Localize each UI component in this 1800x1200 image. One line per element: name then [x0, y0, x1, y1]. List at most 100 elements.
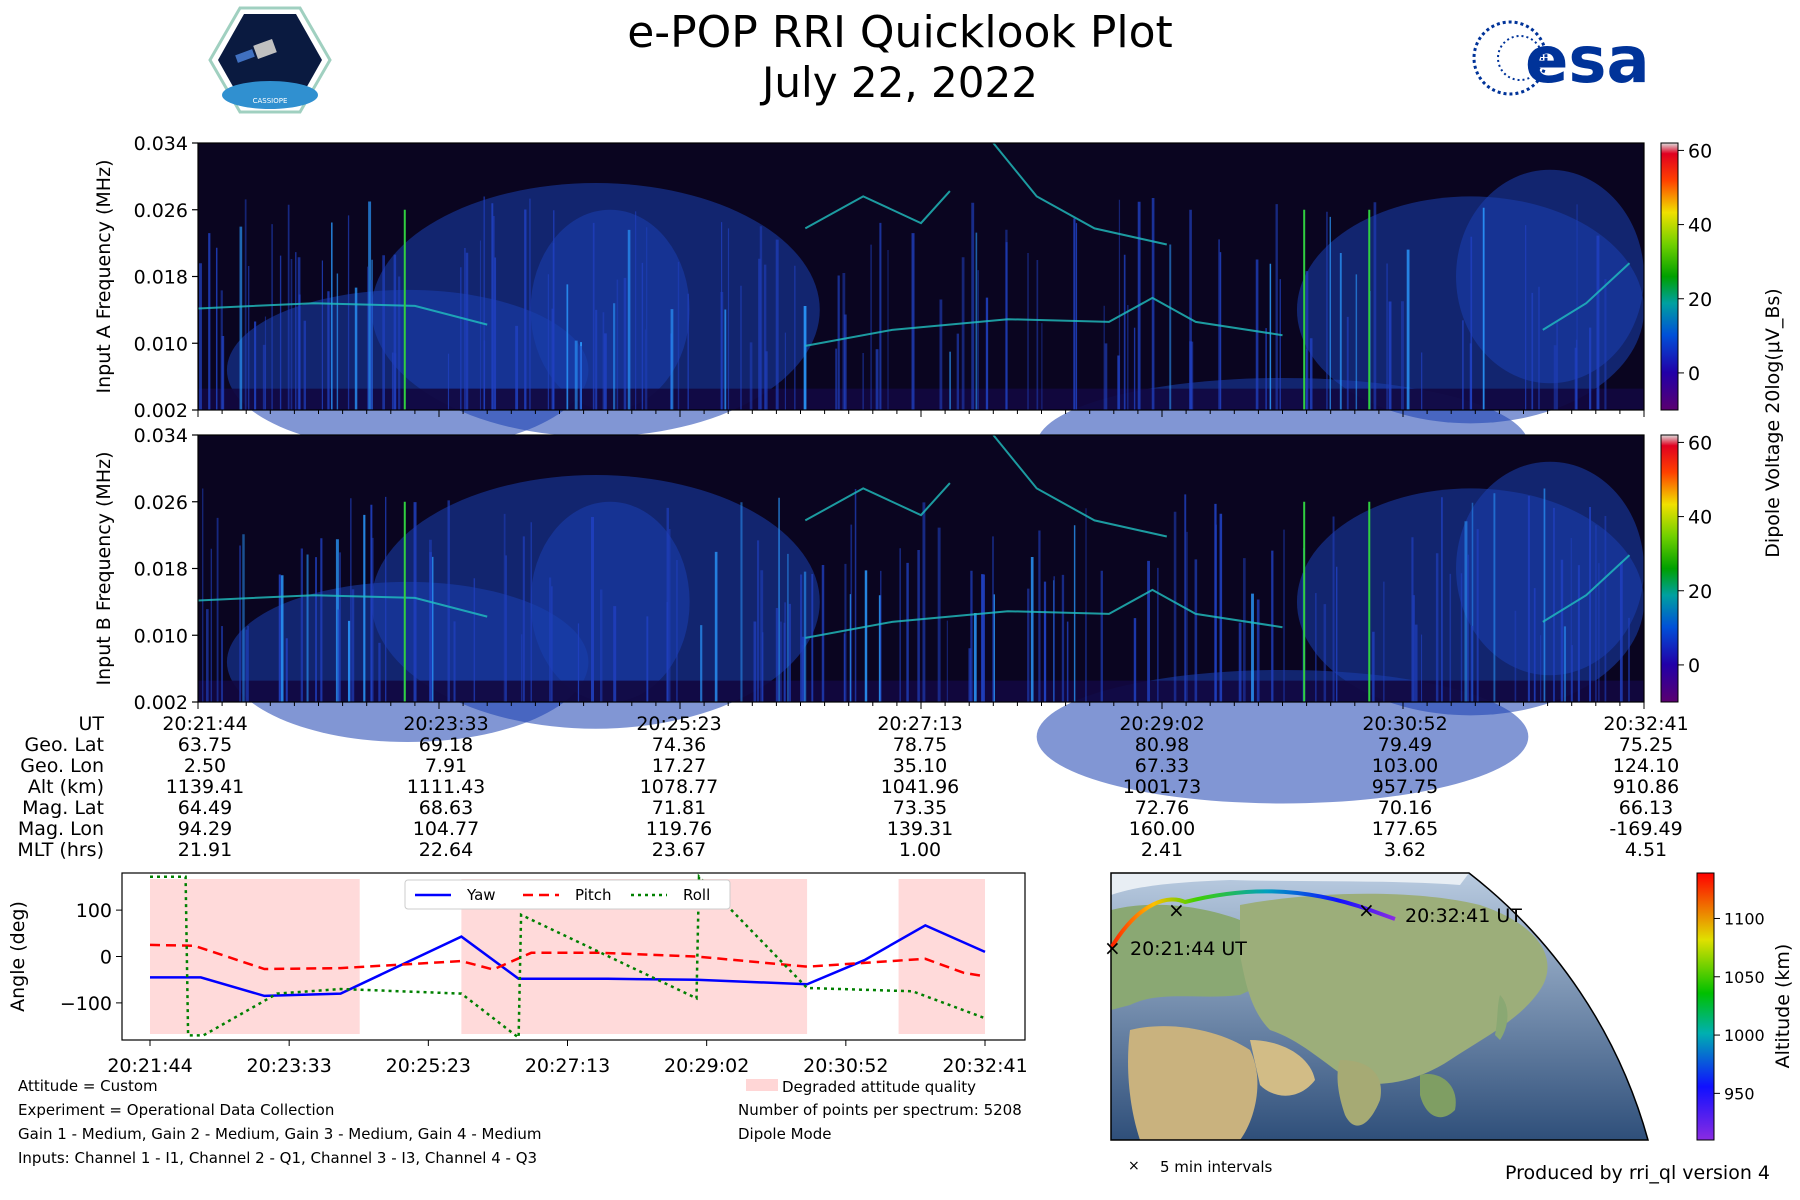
- altitude-tick-label: 950: [1724, 1084, 1755, 1103]
- table-cell: 20:27:13: [877, 713, 962, 735]
- altitude-colorbar-label: Altitude (km): [1772, 944, 1794, 1069]
- table-row-label: Mag. Lat: [22, 797, 104, 819]
- x-tick-label: 20:32:41: [942, 1055, 1027, 1077]
- table-cell: 177.65: [1372, 818, 1438, 840]
- table-cell: 1139.41: [166, 776, 245, 798]
- table-cell: 1.00: [899, 839, 941, 861]
- land-arctic: [1111, 873, 1469, 895]
- y-axis-label: Input B Frequency (MHz): [93, 452, 115, 686]
- track-marker: ×: [1168, 898, 1185, 922]
- land-seasia: [1420, 1074, 1456, 1118]
- table-cell: 20:23:33: [403, 713, 488, 735]
- land-india: [1337, 1060, 1381, 1126]
- table-cell: -169.49: [1609, 818, 1682, 840]
- y-tick-label: 0.026: [134, 492, 188, 514]
- table-cell: 1041.96: [881, 776, 960, 798]
- spectral-trace: [992, 142, 1168, 246]
- inputs-text: Inputs: Channel 1 - I1, Channel 2 - Q1, …: [18, 1149, 538, 1167]
- cassiope-logo: CASSIOPE: [208, 6, 332, 114]
- table-cell: 20:21:44: [162, 713, 247, 735]
- table-cell: 74.36: [652, 734, 706, 756]
- land-japan: [1495, 995, 1508, 1040]
- altitude-colorbar: [1696, 872, 1715, 1141]
- table-cell: 20:29:02: [1119, 713, 1204, 735]
- table-cell: 20:32:41: [1603, 713, 1688, 735]
- spectral-trace: [1542, 554, 1631, 623]
- y-tick-label: 0.010: [134, 333, 188, 355]
- table-cell: 104.77: [413, 818, 479, 840]
- land-africa: [1128, 1026, 1258, 1140]
- colorbar-tick-label: 20: [1688, 581, 1712, 603]
- spectral-base-band: [198, 680, 1644, 702]
- degraded-swatch: [746, 1079, 778, 1091]
- y-tick-label: −100: [60, 993, 112, 1015]
- table-cell: 68.63: [419, 797, 473, 819]
- spectral-trace: [1542, 262, 1631, 331]
- y-tick-label: 0.026: [134, 200, 188, 222]
- y-tick-label: 0.018: [134, 559, 188, 581]
- esa-logo: esa: [1472, 20, 1650, 98]
- y-tick-label: 0.034: [134, 133, 188, 155]
- table-cell: 957.75: [1372, 776, 1438, 798]
- table-cell: 73.35: [893, 797, 947, 819]
- series-yaw: [150, 924, 986, 998]
- table-cell: 67.33: [1135, 755, 1189, 777]
- table-cell: 63.75: [178, 734, 232, 756]
- colorbar-tick-label: 60: [1688, 432, 1712, 454]
- spectral-trace: [197, 594, 488, 618]
- table-row-label: MLT (hrs): [17, 839, 104, 861]
- track-marker: ×: [1104, 936, 1121, 960]
- altitude-colorbar-ticks: 950 1000 1050 1100: [1714, 909, 1765, 1103]
- orbit-track: [1109, 889, 1396, 950]
- altitude-tick-label: 1000: [1724, 1026, 1765, 1045]
- spectral-trace: [197, 302, 488, 326]
- table-cell: 78.75: [893, 734, 947, 756]
- table-cell: 20:30:52: [1362, 713, 1447, 735]
- table-cell: 2.41: [1141, 839, 1183, 861]
- table-cell: 20:25:23: [636, 713, 721, 735]
- table-cell: 4.51: [1625, 839, 1667, 861]
- table-cell: 75.25: [1619, 734, 1673, 756]
- colorbar-tick-label: 0: [1688, 655, 1700, 677]
- table-cell: 103.00: [1372, 755, 1438, 777]
- spectrogram-input-b: 0.002 0.010 0.018 0.026 0.034 Input B Frequen…: [93, 425, 1645, 804]
- table-cell: 71.81: [652, 797, 706, 819]
- orbit-map: × × × 20:21:44 UT 20:32:41 UT: [1104, 872, 1649, 1141]
- y-axis-label: Input A Frequency (MHz): [93, 160, 115, 394]
- altitude-tick-label: 1100: [1724, 909, 1765, 928]
- y-axis-label: Angle (deg): [7, 901, 29, 1012]
- table-cell: 21.91: [178, 839, 232, 861]
- table-cell: 3.62: [1384, 839, 1426, 861]
- colorbar-tick-label: 40: [1688, 215, 1712, 237]
- legend-label: Pitch: [575, 886, 612, 904]
- mode-text: Dipole Mode: [738, 1125, 832, 1143]
- x-tick-label: 20:30:52: [803, 1055, 888, 1077]
- legend-label: Roll: [683, 886, 710, 904]
- y-tick-label: 100: [76, 900, 112, 922]
- table-cell: 22.64: [419, 839, 473, 861]
- table-row-label: Geo. Lat: [25, 734, 104, 756]
- table-cell: 69.18: [419, 734, 473, 756]
- spectral-trace: [992, 434, 1168, 538]
- series-roll: [150, 873, 986, 1041]
- spectral-region: [530, 501, 690, 702]
- table-cell: 66.13: [1619, 797, 1673, 819]
- table-cell: 64.49: [178, 797, 232, 819]
- spectral-region: [1456, 461, 1644, 676]
- table-cell: 124.10: [1613, 755, 1679, 777]
- degraded-interval: [150, 879, 360, 1034]
- interval-marker-icon: ×: [1128, 1158, 1140, 1174]
- series-pitch: [149, 943, 986, 978]
- gains-text: Gain 1 - Medium, Gain 2 - Medium, Gain 3…: [18, 1125, 542, 1143]
- table-cell: 79.49: [1378, 734, 1432, 756]
- spectrogram-input-a: 0.002 0.010 0.018 0.026 0.034 Input A Frequen…: [93, 133, 1645, 512]
- colorbar-tick-label: 0: [1688, 363, 1700, 385]
- attitude-mode-text: Attitude = Custom: [18, 1077, 158, 1095]
- esa-logo-text: esa: [1525, 24, 1650, 98]
- y-tick-label: 0.034: [134, 425, 188, 447]
- spectral-region: [530, 209, 690, 410]
- table-row-label: Geo. Lon: [20, 755, 104, 777]
- colorbar-a: [1660, 142, 1679, 411]
- track-start-label: 20:21:44 UT: [1130, 938, 1247, 960]
